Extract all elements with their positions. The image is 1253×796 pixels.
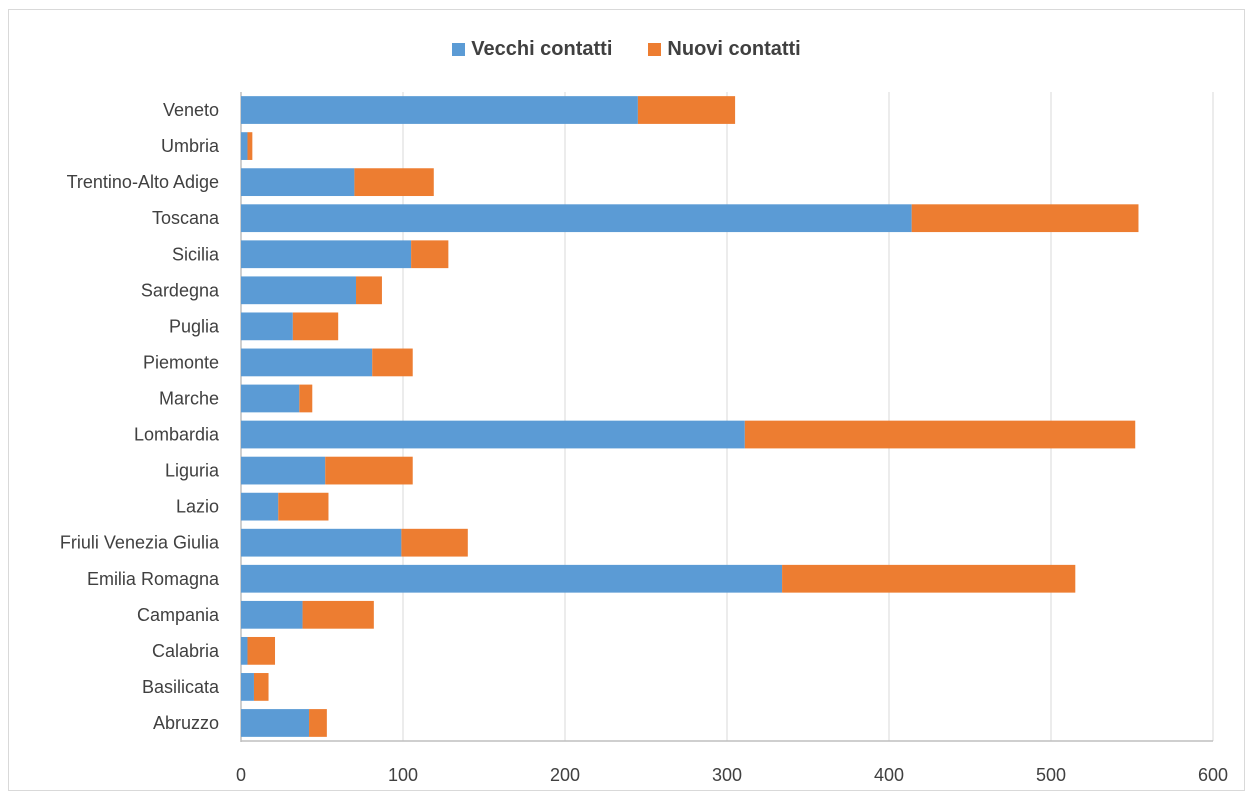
y-category-label: Calabria [152, 641, 220, 661]
bar-nuovi-contatti [356, 276, 382, 305]
y-category-label: Toscana [152, 208, 220, 228]
y-category-label: Liguria [165, 461, 220, 481]
y-category-label: Campania [137, 605, 220, 625]
bar-nuovi-contatti [247, 132, 253, 160]
bar-vecchi-contatti [241, 492, 279, 521]
bar-vecchi-contatti [241, 204, 912, 233]
bar-vecchi-contatti [241, 276, 357, 305]
bar-nuovi-contatti [411, 240, 449, 269]
bar-vecchi-contatti [241, 600, 303, 629]
bar-nuovi-contatti [401, 528, 468, 557]
bar-vecchi-contatti [241, 456, 326, 485]
legend-label-vecchi-contatti: Vecchi contatti [471, 38, 613, 60]
bar-vecchi-contatti [241, 312, 293, 341]
y-category-label: Umbria [161, 136, 220, 156]
chart-frame [8, 9, 1245, 791]
legend-item-vecchi-contatti: Vecchi contatti [452, 38, 612, 61]
y-category-label: Veneto [163, 100, 219, 120]
bar-vecchi-contatti [241, 636, 248, 665]
bar-vecchi-contatti [241, 564, 783, 593]
chart-legend: Vecchi contatti Nuovi contatti [0, 38, 1253, 61]
legend-label-nuovi-contatti: Nuovi contatti [667, 38, 801, 60]
bar-nuovi-contatti [309, 709, 327, 737]
x-tick-label: 400 [874, 765, 904, 785]
y-category-label: Puglia [169, 316, 220, 336]
y-category-label: Sardegna [141, 280, 220, 300]
bar-vecchi-contatti [241, 240, 412, 269]
y-category-label: Emilia Romagna [87, 569, 220, 589]
y-category-label: Trentino-Alto Adige [67, 172, 219, 192]
legend-swatch-nuovi-contatti [648, 43, 662, 56]
legend-swatch-vecchi-contatti [452, 43, 466, 56]
y-category-label: Sicilia [172, 244, 220, 264]
bar-nuovi-contatti [253, 673, 269, 701]
y-category-label: Basilicata [142, 677, 220, 697]
y-category-label: Abruzzo [153, 713, 219, 733]
bar-nuovi-contatti [278, 492, 329, 521]
bar-vecchi-contatti [241, 168, 355, 197]
x-tick-label: 500 [1036, 765, 1066, 785]
bar-vecchi-contatti [241, 132, 248, 160]
bar-nuovi-contatti [302, 600, 374, 629]
bar-vecchi-contatti [241, 384, 300, 413]
bar-vecchi-contatti [241, 673, 254, 701]
bar-vecchi-contatti [241, 96, 638, 124]
bar-nuovi-contatti [782, 564, 1076, 593]
bar-nuovi-contatti [372, 348, 413, 377]
x-tick-label: 200 [550, 765, 580, 785]
bar-nuovi-contatti [292, 312, 339, 341]
legend-item-nuovi-contatti: Nuovi contatti [648, 38, 801, 61]
y-category-label: Lazio [176, 497, 219, 517]
bar-vecchi-contatti [241, 420, 745, 449]
bar-nuovi-contatti [637, 96, 736, 124]
bar-nuovi-contatti [247, 636, 276, 665]
y-category-label: Piemonte [143, 352, 219, 372]
x-tick-label: 0 [236, 765, 246, 785]
bar-nuovi-contatti [744, 420, 1136, 449]
x-tick-label: 300 [712, 765, 742, 785]
y-category-label: Lombardia [134, 425, 220, 445]
bar-vecchi-contatti [241, 709, 310, 737]
x-tick-label: 600 [1198, 765, 1228, 785]
bar-vecchi-contatti [241, 528, 402, 557]
bar-nuovi-contatti [911, 204, 1139, 233]
y-category-label: Friuli Venezia Giulia [60, 533, 220, 553]
x-tick-label: 100 [388, 765, 418, 785]
bar-nuovi-contatti [325, 456, 413, 485]
bar-nuovi-contatti [354, 168, 434, 197]
bar-nuovi-contatti [299, 384, 313, 413]
bar-vecchi-contatti [241, 348, 373, 377]
y-category-label: Marche [159, 388, 219, 408]
